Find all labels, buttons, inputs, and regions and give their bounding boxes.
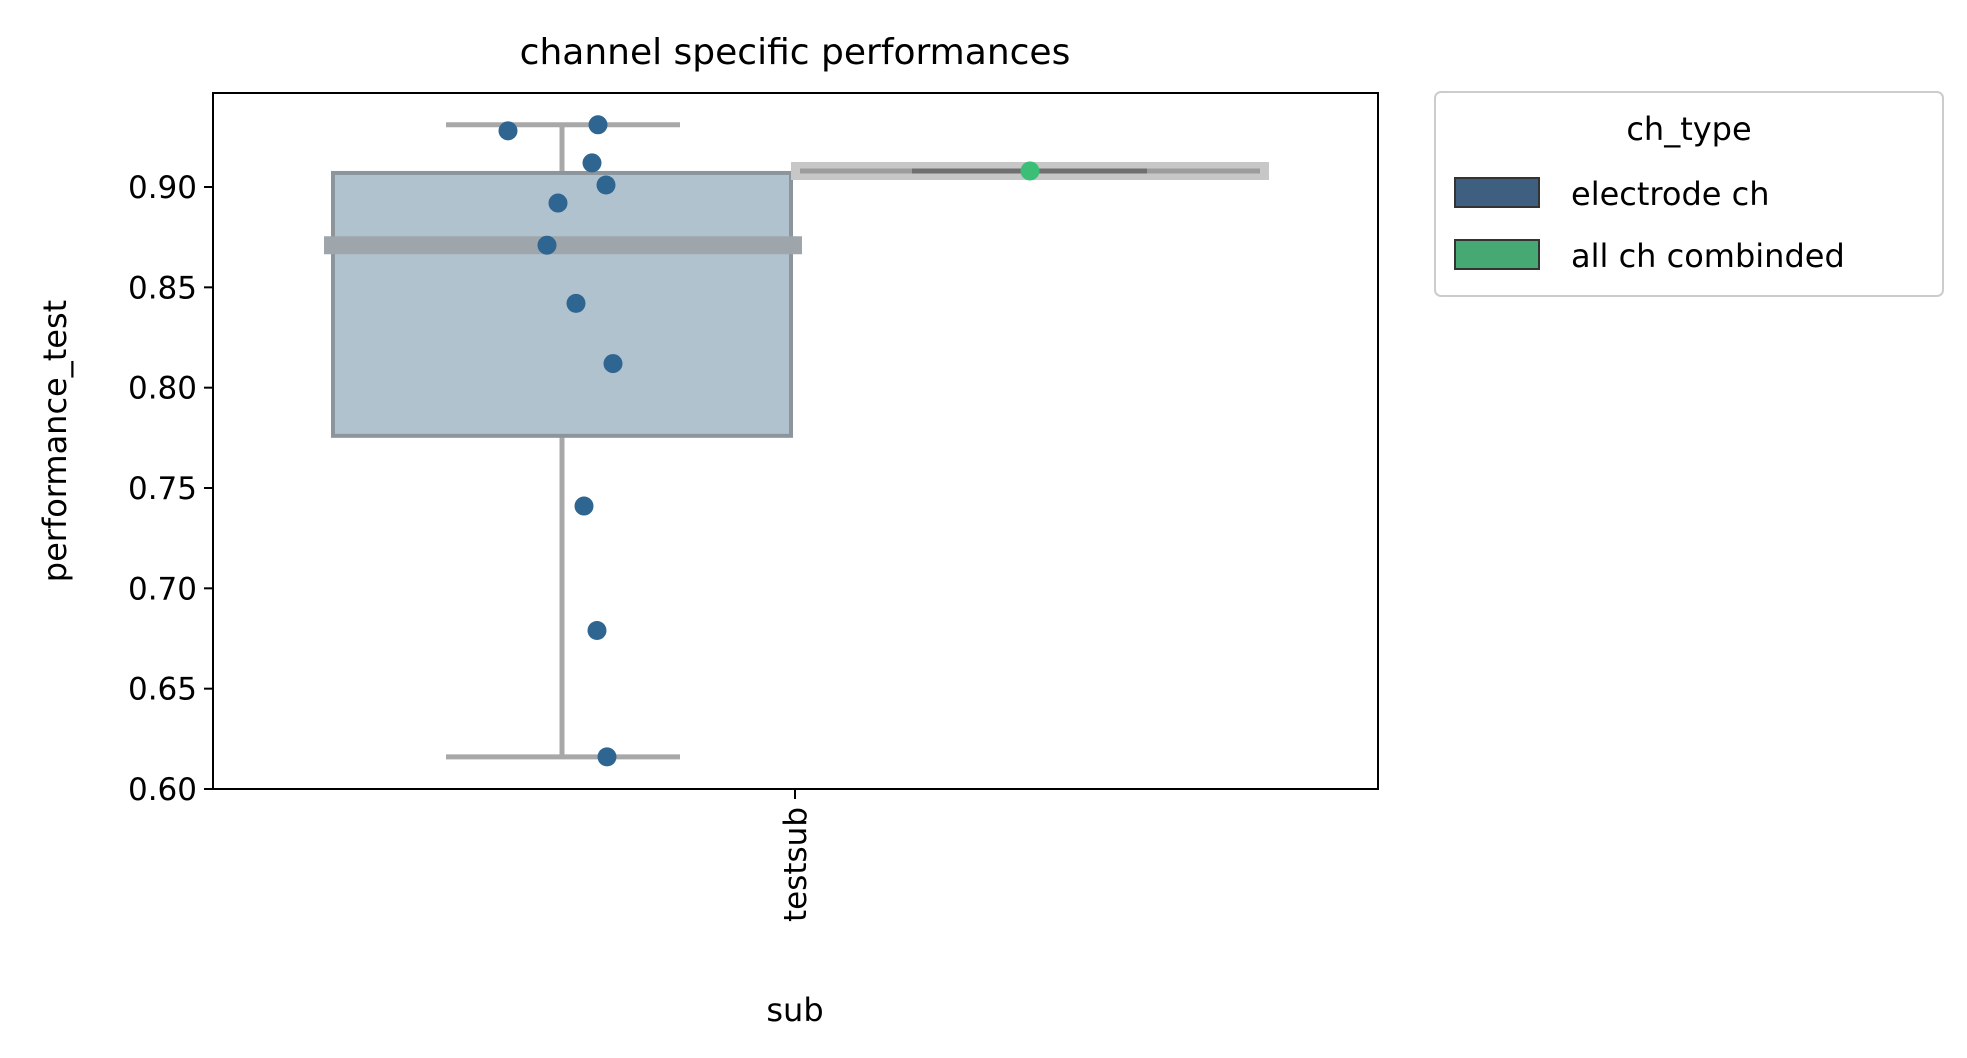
data-point-electrode-ch	[597, 747, 617, 767]
data-point-electrode-ch	[588, 115, 608, 135]
x-axis-label: sub	[766, 991, 823, 1029]
data-point-electrode-ch	[537, 235, 557, 255]
box-electrode-ch	[324, 122, 802, 760]
y-axis-label: performance_test	[36, 300, 74, 582]
y-axis: 0.60 0.65 0.70 0.75 0.80 0.85 0.90	[128, 170, 213, 808]
box-body	[331, 170, 793, 438]
data-point-electrode-ch	[603, 354, 623, 374]
data-point-electrode-ch	[498, 121, 518, 141]
y-tick-label: 0.60	[128, 772, 197, 808]
legend-swatch	[1454, 177, 1540, 208]
x-axis: testsub	[778, 789, 814, 922]
y-tick-label: 0.90	[128, 170, 197, 206]
legend-entry-label: all ch combinded	[1571, 237, 1845, 275]
legend-entry-label: electrode ch	[1571, 175, 1769, 213]
y-tick-label: 0.65	[128, 672, 197, 708]
y-tick-label: 0.85	[128, 270, 197, 306]
chart-title: channel specific performances	[520, 32, 1071, 73]
data-point-electrode-ch	[587, 620, 607, 640]
plot-area	[324, 115, 1269, 767]
x-tick-label: testsub	[778, 807, 814, 922]
data-point-electrode-ch	[596, 175, 616, 195]
y-tick-label: 0.80	[128, 371, 197, 407]
legend-title: ch_type	[1626, 110, 1751, 148]
data-point-electrode-ch	[574, 496, 594, 516]
data-point-electrode-ch	[566, 293, 586, 313]
y-tick-label: 0.70	[128, 571, 197, 607]
data-point-electrode-ch	[548, 193, 568, 213]
data-point-electrode-ch	[582, 153, 602, 173]
plot-frame	[212, 92, 1379, 790]
y-tick-label: 0.75	[128, 471, 197, 507]
legend: ch_type electrode ch all ch combinded	[1434, 91, 1944, 297]
data-point-all-ch-combinded	[1020, 161, 1040, 181]
legend-swatch	[1454, 239, 1540, 270]
legend-frame	[1434, 91, 1944, 297]
